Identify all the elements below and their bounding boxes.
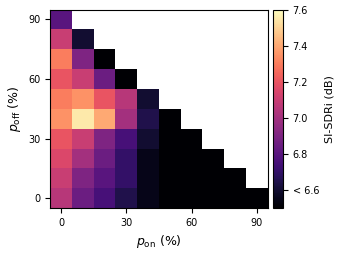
Y-axis label: SI-SDRi (dB): SI-SDRi (dB) — [325, 75, 335, 143]
X-axis label: $p_{\mathrm{on}}$ (%): $p_{\mathrm{on}}$ (%) — [136, 233, 182, 250]
Y-axis label: $p_{\mathrm{off}}$ (%): $p_{\mathrm{off}}$ (%) — [5, 86, 22, 132]
